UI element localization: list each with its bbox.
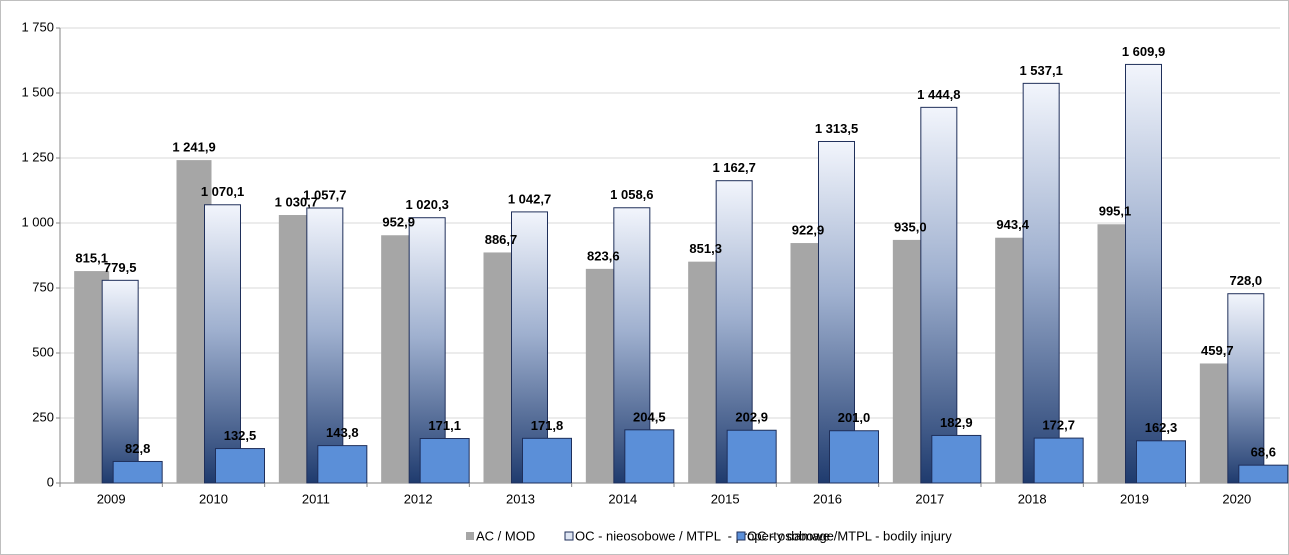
bar [1125,63,1162,484]
bar [624,429,675,484]
data-label: 1 042,7 [508,191,551,206]
legend-label: OC - osobowe /MTPL - bodily injury [747,528,952,543]
legend-label: AC / MOD [476,528,535,543]
x-tick-label: 2010 [199,491,228,506]
bar [419,438,470,484]
bar [317,445,368,484]
legend-swatch [564,531,574,541]
legend-swatch [466,532,474,540]
x-tick-label: 2016 [813,491,842,506]
x-tick-label: 2009 [97,491,126,506]
data-label: 1 313,5 [815,121,858,136]
data-label: 1 162,7 [712,160,755,175]
data-label: 132,5 [224,428,257,443]
bar [112,460,163,484]
bar [1227,293,1265,484]
data-label: 204,5 [633,409,666,424]
y-tick-label: 1 250 [21,149,54,164]
data-label: 995,1 [1099,204,1132,219]
data-label: 1 241,9 [172,140,215,155]
y-tick-label: 1 500 [21,84,54,99]
legend-label: OC - nieosobowe / MTPL - property damage [575,528,834,543]
y-tick-label: 750 [32,279,54,294]
data-label: 143,8 [326,425,359,440]
data-label: 82,8 [125,441,150,456]
y-tick-label: 1 750 [21,19,54,34]
bar [215,448,265,484]
bar [726,429,777,484]
data-label: 1 058,6 [610,187,653,202]
bar [204,204,241,484]
data-label: 851,3 [689,241,722,256]
data-label: 1 020,3 [405,197,448,212]
bar [522,437,572,484]
x-tick-label: 2012 [404,491,433,506]
y-tick-label: 250 [32,409,54,424]
y-tick-label: 1 000 [21,214,54,229]
data-label: 182,9 [940,415,973,430]
data-label: 201,0 [838,410,871,425]
x-tick-label: 2013 [506,491,535,506]
data-label: 1 070,1 [201,184,244,199]
y-tick-label: 0 [47,474,54,489]
data-label: 1 030,7 [275,194,318,209]
data-label: 779,5 [104,260,137,275]
bar [306,207,344,484]
data-label: 728,0 [1230,273,1263,288]
data-label: 943,4 [996,217,1029,232]
x-tick-label: 2020 [1222,491,1251,506]
bar [1136,440,1186,484]
bar [818,140,855,484]
data-label: 922,9 [792,222,825,237]
bar [920,106,958,484]
bar [1238,464,1289,484]
data-label: 172,7 [1042,418,1075,433]
data-label: 1 057,7 [303,187,346,202]
data-label: 823,6 [587,248,620,263]
data-label: 1 609,9 [1122,44,1165,59]
data-label: 459,7 [1201,343,1234,358]
bar [1033,437,1084,484]
data-label: 886,7 [485,232,518,247]
x-tick-label: 2015 [711,491,740,506]
legend-swatch [736,531,746,541]
bar [931,434,982,484]
data-label: 1 444,8 [917,87,960,102]
x-tick-label: 2011 [302,491,330,506]
bar [511,211,548,484]
y-tick-label: 500 [32,344,54,359]
data-label: 171,8 [531,418,564,433]
data-label: 202,9 [735,410,768,425]
data-label: 952,9 [382,215,415,230]
x-tick-label: 2014 [608,491,637,506]
data-label: 162,3 [1145,420,1178,435]
data-label: 1 537,1 [1019,63,1062,78]
data-label: 171,1 [428,418,461,433]
x-tick-label: 2019 [1120,491,1149,506]
data-label: 935,0 [894,219,927,234]
data-label: 68,6 [1251,445,1276,460]
x-tick-label: 2018 [1018,491,1047,506]
data-label: 815,1 [75,251,108,266]
bar [829,430,879,484]
x-tick-label: 2017 [915,491,944,506]
